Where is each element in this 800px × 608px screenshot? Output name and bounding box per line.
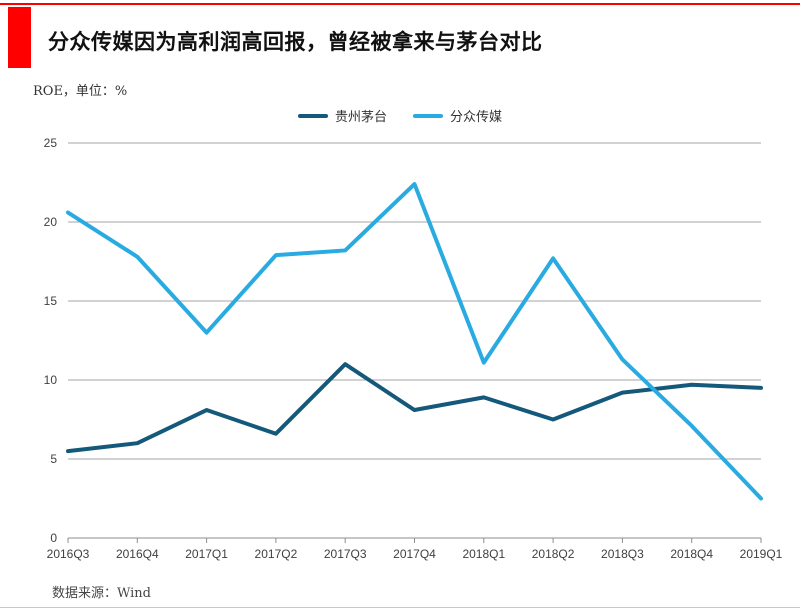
series-line-贵州茅台 [66,362,763,454]
red-accent-block [8,7,31,68]
legend-swatch-maotai [297,113,328,118]
legend-item-focus-media: 分众传媒 [413,106,502,125]
roe-line-chart: 0 5 10 15 20 25 2016Q3 2016Q4 2017Q1 2017Q2 2017Q3… [44,136,783,561]
series-line-分众传媒 [66,182,763,501]
legend-swatch-focus-media [413,113,443,118]
x-tick-label: 2017Q2 [255,547,298,561]
chart-area: 0 5 10 15 20 25 2016Q3 2016Q4 2017Q1 2017Q2 2017Q3… [0,130,800,578]
top-red-rule [0,3,800,5]
x-tick-label: 2016Q3 [47,547,90,561]
y-tick-label: 15 [44,294,58,308]
legend-label-maotai: 贵州茅台 [334,109,387,124]
x-tick-label: 2019Q1 [740,547,783,561]
legend-item-maotai: 贵州茅台 [297,106,387,125]
x-tick-label: 2018Q2 [532,547,575,561]
axis-unit-label: ROE，单位：% [33,84,128,99]
y-tick-label: 10 [44,373,58,387]
x-tick-label: 2018Q4 [670,547,713,561]
x-tick-label: 2017Q3 [324,547,367,561]
page-title: 分众传媒因为高利润高回报，曾经被拿来与茅台对比 [48,31,543,54]
y-tick-label: 20 [44,215,58,229]
y-tick-label: 25 [44,136,58,150]
legend-label-focus-media: 分众传媒 [450,109,503,124]
y-tick-label: 5 [50,452,57,466]
x-tick-label: 2017Q4 [393,547,436,561]
data-source-note: 数据来源：Wind [52,586,151,601]
y-tick-label: 0 [50,531,57,545]
chart-legend: 贵州茅台 分众传媒 [0,106,800,125]
x-tick-label: 2016Q4 [116,547,159,561]
x-tick-label: 2017Q1 [185,547,228,561]
x-tick-label: 2018Q1 [462,547,505,561]
x-tick-label: 2018Q3 [601,547,644,561]
